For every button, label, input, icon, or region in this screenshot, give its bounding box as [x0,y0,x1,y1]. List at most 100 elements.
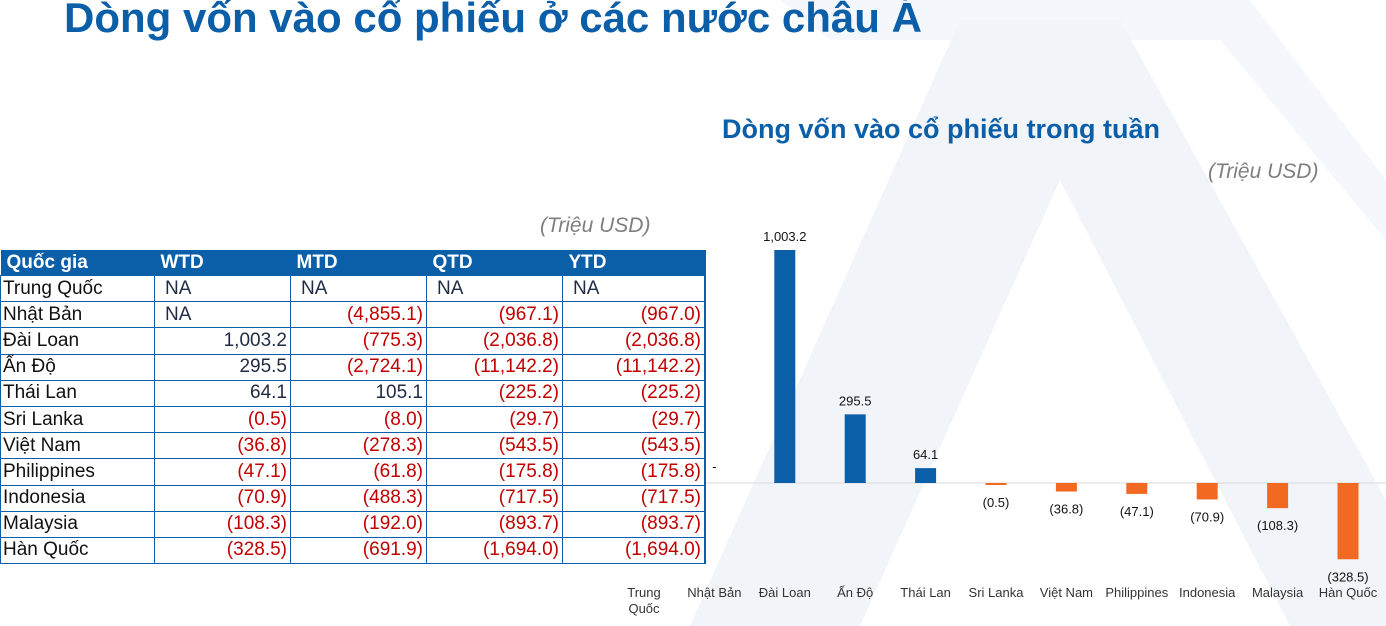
bar-10 [1337,483,1359,560]
data-label-6: (36.8) [1049,502,1083,517]
cell-qtd: (225.2) [426,379,563,407]
bar-7 [1126,483,1148,494]
category-label-3: Ấn Độ [837,585,873,600]
bar-3 [844,414,866,483]
category-label-6: Việt Nam [1040,585,1093,600]
cell-ytd: (967.0) [562,301,706,329]
cell-wtd: (36.8) [154,432,291,460]
cell-ytd: (175.8) [562,458,706,486]
cell-mtd: (4,855.1) [290,301,427,329]
table-row: Indonesia (70.9) (488.3) (717.5) (717.5) [0,484,706,512]
header-country: Quốc gia [0,250,155,276]
bar-9 [1267,483,1289,509]
cell-ytd: (225.2) [562,379,706,407]
cell-wtd: (328.5) [154,536,291,565]
cell-country: Thái Lan [0,379,155,407]
cell-wtd: 295.5 [154,353,291,381]
cell-ytd: (543.5) [562,432,706,460]
capital-flow-table: Quốc gia WTD MTD QTD YTD Trung Quốc NA NA N… [0,250,706,565]
cell-country: Indonesia [0,484,155,512]
bar-2 [774,250,796,483]
bar-6 [1055,483,1077,492]
cell-country: Việt Nam [0,432,155,460]
cell-wtd: 1,003.2 [154,327,291,355]
cell-ytd: (11,142.2) [562,353,706,381]
table-row: Đài Loan 1,003.2 (775.3) (2,036.8) (2,036.8) [0,327,706,355]
data-label-1: - [712,459,716,474]
bar-8 [1196,483,1218,500]
cell-mtd: (278.3) [290,432,427,460]
cell-qtd: (717.5) [426,484,563,512]
header-qtd: QTD [426,250,563,276]
data-label-5: (0.5) [983,495,1010,510]
cell-mtd: (2,724.1) [290,353,427,381]
category-label-2: Đài Loan [759,585,811,600]
bar-5 [985,483,1007,485]
cell-mtd: (192.0) [290,510,427,538]
bar-4 [915,468,937,483]
data-label-7: (47.1) [1120,504,1154,519]
table-row: Trung Quốc NA NA NA NA [0,274,706,303]
cell-qtd: (1,694.0) [426,536,563,565]
cell-mtd: (775.3) [290,327,427,355]
cell-qtd: (893.7) [426,510,563,538]
cell-qtd: (2,036.8) [426,327,563,355]
table-row: Nhật Bản NA (4,855.1) (967.1) (967.0) [0,301,706,329]
cell-mtd: (488.3) [290,484,427,512]
cell-country: Sri Lanka [0,405,155,434]
cell-country: Hàn Quốc [0,536,155,565]
cell-mtd: (8.0) [290,405,427,434]
category-label-0: Quốc [628,601,660,616]
cell-country: Philippines [0,458,155,486]
cell-ytd: (1,694.0) [562,536,706,565]
table-unit-label: (Triệu USD) [540,214,651,237]
data-label-9: (108.3) [1257,518,1298,533]
cell-country: Trung Quốc [0,274,155,303]
cell-wtd: (47.1) [154,458,291,486]
table-row: Thái Lan 64.1 105.1 (225.2) (225.2) [0,379,706,407]
cell-qtd: (11,142.2) [426,353,563,381]
data-label-2: 1,003.2 [763,229,806,244]
cell-country: Malaysia [0,510,155,538]
cell-wtd: (70.9) [154,484,291,512]
cell-country: Ấn Độ [0,353,155,381]
cell-wtd: 64.1 [154,379,291,407]
cell-ytd: (29.7) [562,405,706,434]
cell-qtd: (543.5) [426,432,563,460]
table-row: Philippines (47.1) (61.8) (175.8) (175.8) [0,458,706,486]
cell-mtd: 105.1 [290,379,427,407]
data-label-3: 295.5 [839,393,872,408]
table-row: Sri Lanka (0.5) (8.0) (29.7) (29.7) [0,405,706,434]
cell-wtd: (0.5) [154,405,291,434]
category-label-7: Philippines [1105,585,1168,600]
page-title: Dòng vốn vào cổ phiếu ở các nước châu Á [64,0,922,41]
cell-ytd: (893.7) [562,510,706,538]
cell-country: Đài Loan [0,327,155,355]
chart-title: Dòng vốn vào cổ phiếu trong tuần [722,114,1160,144]
cell-qtd: (967.1) [426,301,563,329]
cell-mtd: (691.9) [290,536,427,565]
category-label-4: Thái Lan [900,585,951,600]
cell-qtd: (175.8) [426,458,563,486]
cell-ytd: NA [562,274,706,303]
category-label-0: Trung [627,585,660,600]
category-label-5: Sri Lanka [969,585,1025,600]
cell-mtd: (61.8) [290,458,427,486]
table-row: Ấn Độ 295.5 (2,724.1) (11,142.2) (11,142.2) [0,353,706,381]
category-label-9: Malaysia [1252,585,1304,600]
cell-mtd: NA [290,274,427,303]
cell-ytd: (2,036.8) [562,327,706,355]
data-label-4: 64.1 [913,447,938,462]
cell-qtd: (29.7) [426,405,563,434]
data-label-8: (70.9) [1190,509,1224,524]
table-row: Malaysia (108.3) (192.0) (893.7) (893.7) [0,510,706,538]
chart-unit-label: (Triệu USD) [1208,160,1319,183]
header-ytd: YTD [562,250,705,276]
header-mtd: MTD [290,250,427,276]
header-wtd: WTD [154,250,291,276]
table-row: Việt Nam (36.8) (278.3) (543.5) (543.5) [0,432,706,460]
data-label-10: (328.5) [1327,569,1368,584]
cell-wtd: NA [154,301,291,329]
cell-qtd: NA [426,274,563,303]
